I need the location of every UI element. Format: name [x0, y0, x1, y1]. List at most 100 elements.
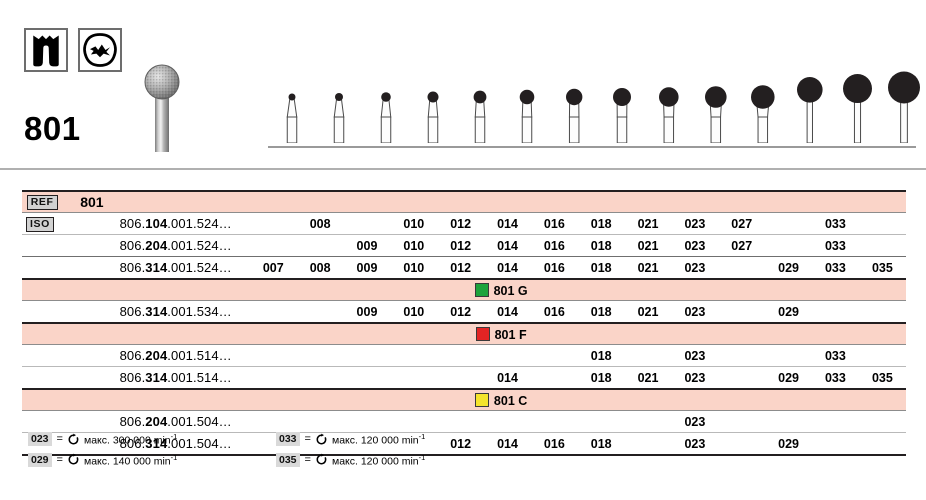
footnote-text: макс. 120 000 min-1 [331, 452, 426, 468]
group-header-row: 801 C [22, 388, 906, 411]
group-label: 801 [58, 190, 906, 213]
size-cell-empty [390, 410, 438, 433]
iso-badge-cell: ISO [22, 212, 59, 235]
size-cell: 023 [671, 234, 719, 257]
size-cell-empty [718, 410, 766, 433]
size-cell-empty [718, 432, 766, 456]
size-cell-empty [390, 366, 438, 390]
tooth-occlusal-icon [78, 28, 122, 72]
size-cell-empty [624, 432, 672, 456]
band-spacer [22, 322, 59, 345]
bur-shape [654, 53, 684, 148]
table-row: 806.204.001.524… 009 010 012 014 016 018 021 023… [22, 234, 906, 257]
iso-reference: 806.314.001.514… [113, 366, 250, 390]
iso-reference: 806.204.001.504… [113, 410, 250, 433]
iso-reference: 806.104.001.524… [113, 212, 250, 235]
table-row: ISO 806.104.001.524… 008 010 012 014 016 018 021… [22, 212, 906, 235]
size-cell: 033 [812, 366, 859, 390]
size-cell-empty [530, 344, 578, 367]
bur-shape [514, 53, 540, 148]
row-gutter [58, 212, 114, 235]
footnote-row: 029 = макс. 140 000 min-1 035 = макс. 12… [28, 452, 908, 468]
footnote-code: 035 [276, 452, 300, 467]
size-cell: 018 [577, 212, 625, 235]
grade-label: 801 F [494, 327, 527, 342]
table-row: 806.314.001.534… 009 010 012 014 016 018 021 023… [22, 300, 906, 324]
ref-badge: REF [26, 195, 58, 210]
size-cell: 008 [296, 212, 344, 235]
bur-shape [608, 53, 636, 148]
table-row: 806.204.001.504… 023 [22, 410, 906, 433]
rotation-icon [315, 433, 328, 446]
size-cell: 012 [437, 300, 485, 324]
row-gutter [58, 366, 114, 390]
footnote-code: 033 [276, 432, 300, 447]
size-cell-empty [296, 344, 344, 367]
size-cell: 016 [530, 234, 578, 257]
tooth-profile-icon [24, 28, 68, 72]
yellow-swatch [474, 392, 489, 407]
row-spacer [22, 234, 59, 257]
footnote-equals: = [304, 433, 311, 446]
size-cell: 033 [812, 256, 859, 280]
hero-bur-illustration [138, 52, 186, 152]
size-cell-empty [249, 366, 297, 390]
size-cell-empty [765, 344, 812, 367]
iso-reference: 806.314.001.534… [113, 300, 250, 324]
size-cell-empty [296, 366, 344, 390]
footnote-equals: = [56, 433, 63, 446]
size-cell: 035 [858, 256, 906, 280]
size-cell: 027 [718, 234, 766, 257]
ref-badge-cell: REF [22, 190, 59, 213]
row-spacer [22, 256, 59, 280]
reference-table-wrap: REF 801 ISO 806.104.001.524… 008 010 012 014 016… [22, 190, 906, 456]
size-cell-empty [343, 366, 391, 390]
size-cell-empty [343, 410, 391, 433]
iso-reference: 806.314.001.504… [113, 432, 250, 456]
size-cell: 009 [343, 234, 391, 257]
size-cell-empty [858, 212, 906, 235]
size-cell: 010 [390, 234, 438, 257]
size-cell-empty [718, 256, 766, 280]
footnote-equals: = [304, 453, 311, 466]
size-cell-empty [624, 344, 672, 367]
size-cell-empty [390, 344, 438, 367]
size-cell-empty [530, 410, 578, 433]
size-cell: 029 [765, 300, 812, 324]
row-spacer [22, 300, 59, 324]
footnote-item: 033 = макс. 120 000 min-1 [276, 432, 425, 447]
size-cell: 016 [530, 432, 578, 456]
bur-shape [792, 53, 828, 148]
size-cell: 023 [671, 300, 719, 324]
size-cell-empty [296, 300, 344, 324]
iso-reference: 806.204.001.514… [113, 344, 250, 367]
size-cell: 009 [343, 300, 391, 324]
size-cell: 021 [624, 234, 672, 257]
green-swatch [474, 282, 489, 297]
size-cell-empty [812, 432, 859, 456]
size-cell: 023 [671, 410, 719, 433]
size-cell-empty [249, 344, 297, 367]
size-cell-empty [812, 410, 859, 433]
size-cell-empty [765, 234, 812, 257]
bur-shape [326, 53, 352, 148]
bur-shape [700, 53, 732, 148]
row-gutter [58, 234, 114, 257]
size-cell-empty [858, 300, 906, 324]
rotation-icon [67, 433, 80, 446]
size-cell: 014 [484, 300, 531, 324]
size-cell: 033 [812, 234, 859, 257]
size-cell: 029 [765, 256, 812, 280]
size-cell-empty [858, 432, 906, 456]
red-swatch [475, 326, 490, 341]
bur-shape [883, 53, 925, 148]
footnote-text: макс. 120 000 min-1 [331, 432, 426, 447]
illustration-zone: 801 [0, 0, 926, 170]
row-spacer [22, 344, 59, 367]
size-cell: 014 [484, 234, 531, 257]
size-cell: 018 [577, 432, 625, 456]
group-label: 801 C [58, 388, 906, 411]
size-cell: 014 [484, 256, 531, 280]
size-cell-empty [718, 300, 766, 324]
size-cell-empty [530, 366, 578, 390]
